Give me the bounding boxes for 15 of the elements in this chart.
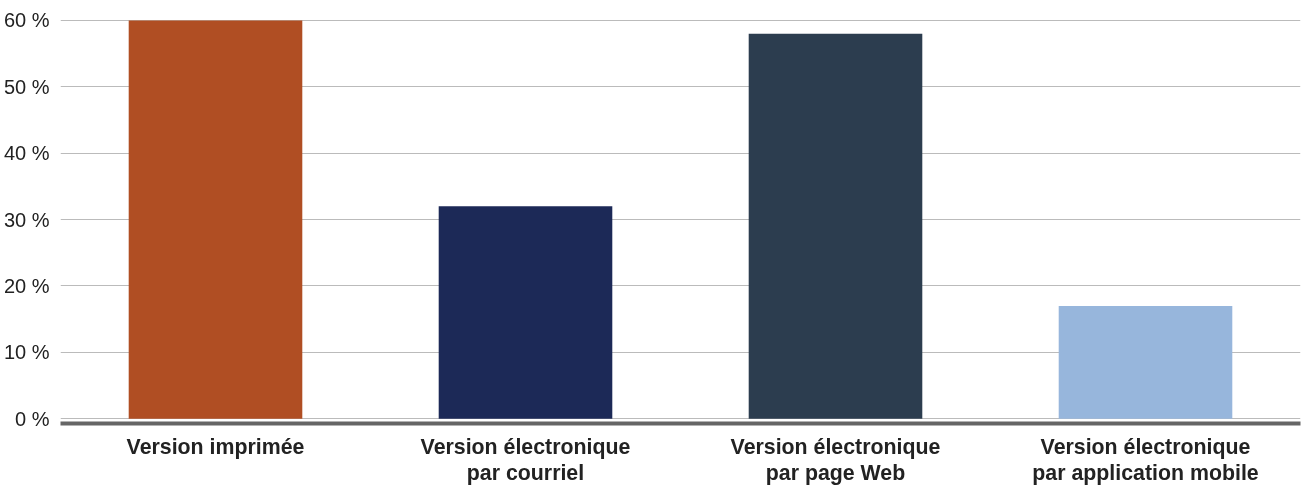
y-tick-label: 30 % xyxy=(3,208,50,231)
bar xyxy=(128,20,303,419)
y-tick-label: 40 % xyxy=(3,142,50,165)
x-tick-label: Version électronique par courriel xyxy=(420,434,631,485)
y-tick-label: 10 % xyxy=(3,341,50,364)
y-tick-label: 60 % xyxy=(3,9,50,32)
x-tick-label: Version imprimée xyxy=(126,434,305,459)
x-tick-label: Version électronique par page Web xyxy=(730,434,941,485)
bar xyxy=(1058,305,1233,419)
bar xyxy=(748,33,923,419)
x-tick-label: Version électronique par application mobile xyxy=(1032,434,1259,485)
y-tick-label: 50 % xyxy=(3,75,50,98)
y-tick-label: 0 % xyxy=(15,407,50,430)
bar xyxy=(438,206,613,419)
y-tick-label: 20 % xyxy=(3,274,50,297)
